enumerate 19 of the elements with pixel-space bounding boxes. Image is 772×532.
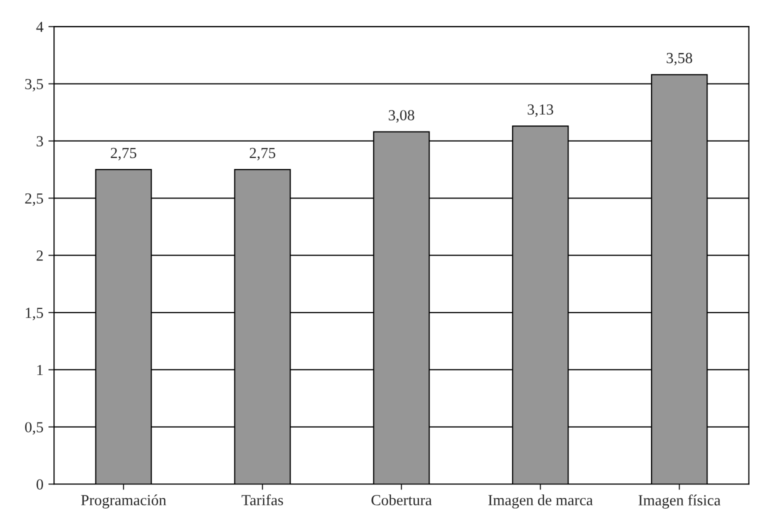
y-tick-label: 1,5 <box>26 308 44 320</box>
y-tick-label: 0 <box>36 479 44 490</box>
x-tick-label: Tarifas <box>242 494 284 506</box>
y-tick-label: 2,5 <box>25 193 44 206</box>
data-label: 3,13 <box>528 104 554 117</box>
data-label: 2,75 <box>250 148 276 160</box>
y-tick-label: 0,5 <box>25 422 44 435</box>
y-tick-label: 3,5 <box>25 78 44 92</box>
y-tick-label: 2 <box>36 250 43 261</box>
x-tick-label: Imagen física <box>638 494 721 509</box>
x-tick-label: Programación <box>81 494 166 508</box>
x-tick-label: Imagen de marca <box>488 494 593 508</box>
y-tick-label: 4 <box>36 22 44 32</box>
data-label: 2,75 <box>110 148 136 160</box>
x-tick-label: Cobertura <box>372 494 432 506</box>
y-tick-label: 3 <box>36 136 44 146</box>
data-label: 3,58 <box>666 52 692 66</box>
y-tick-label: 1 <box>37 364 43 376</box>
data-label: 3,08 <box>388 110 414 123</box>
